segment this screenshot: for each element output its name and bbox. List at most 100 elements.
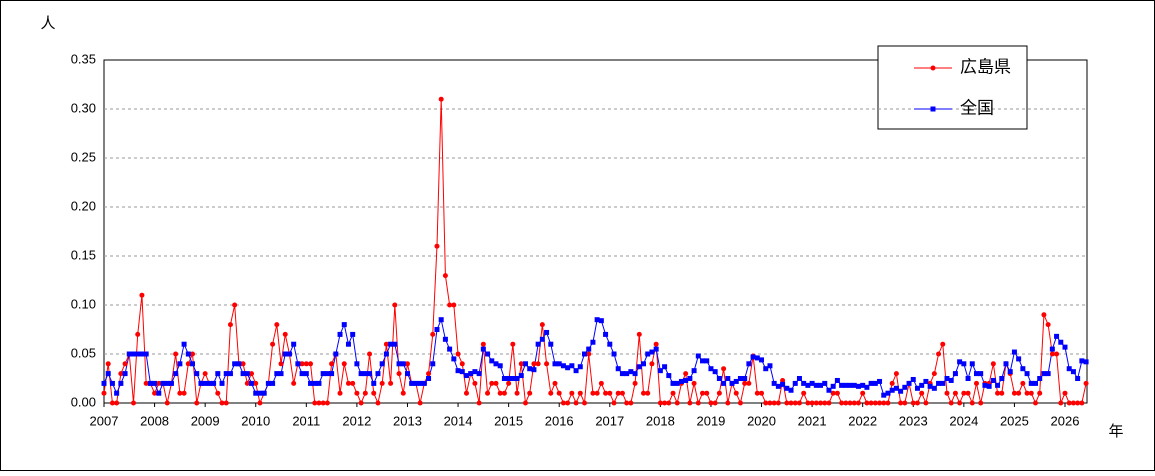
point [270, 341, 276, 347]
x-tick-label: 2016 [545, 413, 574, 428]
point [501, 376, 507, 381]
point [725, 400, 731, 406]
point [936, 351, 942, 357]
point [1083, 380, 1089, 386]
point [1032, 380, 1038, 386]
point [906, 380, 912, 386]
point [329, 361, 335, 367]
point [666, 373, 672, 379]
point [805, 400, 811, 406]
point [729, 380, 735, 386]
point [114, 400, 120, 406]
point [291, 380, 297, 386]
point [531, 361, 537, 367]
point [885, 390, 891, 396]
legend-label: 広島県 [960, 57, 1011, 76]
y-tick-label: 0.00 [71, 394, 96, 409]
point [354, 361, 360, 367]
point [1020, 366, 1026, 372]
point [662, 400, 668, 406]
point [362, 371, 368, 377]
point [940, 341, 946, 347]
point [784, 385, 790, 391]
point [641, 390, 647, 396]
point [160, 380, 166, 386]
point [855, 383, 861, 389]
point [337, 390, 343, 396]
point [417, 400, 423, 406]
point [312, 380, 318, 386]
point [923, 400, 929, 406]
point [611, 351, 617, 357]
point [822, 400, 828, 406]
point [219, 380, 225, 386]
point [851, 400, 857, 406]
point [573, 368, 579, 374]
point [194, 400, 200, 406]
point [560, 363, 566, 369]
point [198, 380, 204, 386]
point [868, 400, 874, 406]
point [1041, 371, 1047, 377]
point [350, 380, 356, 386]
point [978, 400, 984, 406]
point [607, 390, 613, 396]
point [839, 400, 845, 406]
point [341, 361, 347, 367]
point [712, 400, 718, 406]
point [577, 390, 583, 396]
point [447, 302, 453, 308]
point [973, 371, 979, 377]
point [1037, 390, 1043, 396]
point [308, 361, 314, 367]
point [809, 400, 815, 406]
point [1032, 400, 1038, 406]
point [978, 371, 984, 377]
point [514, 390, 520, 396]
point [1020, 380, 1026, 386]
point [480, 346, 486, 352]
point [451, 302, 457, 308]
point [881, 400, 887, 406]
point [556, 361, 562, 367]
point [590, 339, 596, 345]
point [556, 390, 562, 396]
point [965, 390, 971, 396]
point [244, 371, 250, 377]
point [417, 380, 423, 386]
point [704, 390, 710, 396]
x-axis-label: 年 [1108, 423, 1123, 440]
point [607, 341, 613, 347]
point [501, 390, 507, 396]
point [396, 361, 402, 367]
point [329, 371, 335, 377]
point [944, 390, 950, 396]
point [118, 371, 124, 377]
point [392, 341, 398, 347]
point [299, 371, 305, 377]
point [493, 361, 499, 367]
point [472, 369, 478, 375]
point [1066, 400, 1072, 406]
point [995, 390, 1001, 396]
point [185, 351, 191, 357]
point [227, 371, 233, 377]
point [135, 331, 141, 337]
point [914, 385, 920, 391]
point [278, 361, 284, 367]
point [135, 351, 141, 357]
point [586, 346, 592, 352]
point [847, 400, 853, 406]
point [274, 371, 280, 377]
point [535, 361, 541, 367]
point [400, 390, 406, 396]
point [805, 382, 811, 388]
point [708, 400, 714, 406]
point [746, 361, 752, 367]
point [914, 400, 920, 406]
point [834, 377, 840, 383]
point [430, 361, 436, 367]
point [1037, 376, 1043, 381]
point [552, 380, 558, 386]
point [898, 400, 904, 406]
